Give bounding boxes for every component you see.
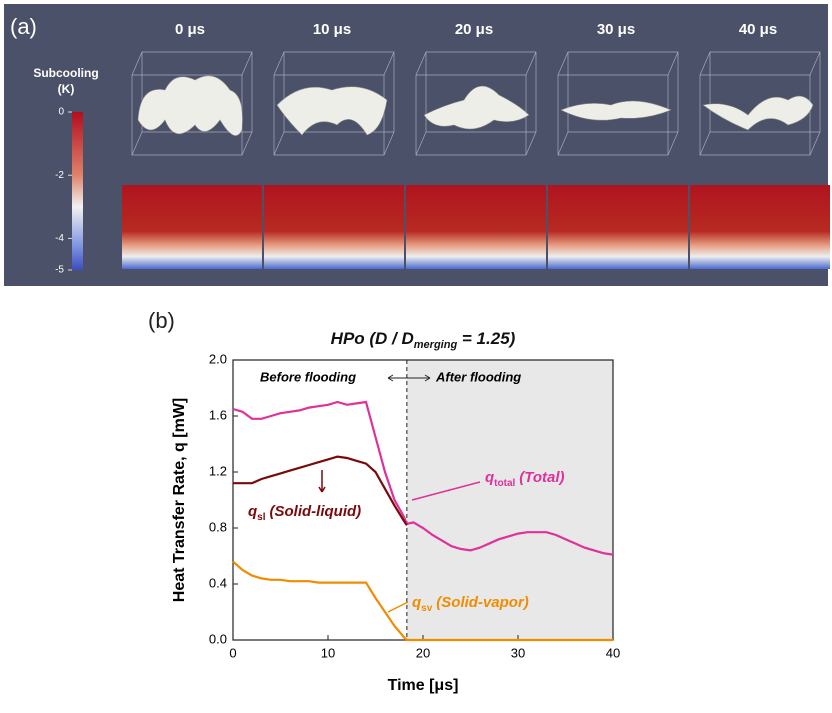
label-arrow [387,601,409,613]
series-subscript: total [494,478,515,489]
after-flooding-region [406,360,613,640]
series-name: (Solid-vapor) [436,594,529,611]
temperature-field [548,185,688,269]
series-label: qtotal (Total) [485,469,565,489]
wireframe-box [131,51,253,156]
series-line [233,455,408,526]
interface-surface [423,85,530,130]
colorbar-tick-label: 0 [58,107,64,118]
x-tick-label: 0 [229,645,236,660]
series-subscript: sl [257,512,266,523]
y-tick-label: 1.2 [209,463,227,478]
temperature-field [122,185,262,269]
time-label: 0 μs [175,21,205,38]
series-line [232,560,613,642]
series-label: qsl (Solid-liquid) [248,503,361,523]
time-label: 30 μs [597,21,635,38]
interface-surface [137,75,243,136]
x-tick-label: 30 [511,645,525,660]
colorbar-title: Subcooling [33,66,98,80]
y-tick-label: 0.8 [209,519,227,534]
x-tick-label: 40 [606,645,620,660]
interface-surface [702,95,814,131]
iso-surface-view [699,51,821,156]
y-tick-label: 0.4 [209,575,227,590]
series-symbol: q [412,594,421,611]
y-tick-label: 2.0 [209,351,227,366]
series-symbol: q [485,469,494,486]
series-name: (Solid-liquid) [270,503,362,520]
panel-label: (a) [10,14,37,39]
x-tick-label: 20 [416,645,430,660]
iso-surface-view [557,51,679,156]
wireframe-box [699,51,821,156]
series-line [232,400,614,556]
label-arrow [411,481,481,501]
iso-surface-view [131,51,253,156]
title-main: HPo (D / D [331,329,414,348]
time-label: 20 μs [455,21,493,38]
y-tick-label: 0.0 [209,631,227,646]
series-symbol: q [248,503,257,520]
temperature-field [264,185,404,269]
y-tick-label: 1.6 [209,407,227,422]
colorbar-unit: (K) [58,82,75,96]
colorbar-tick-label: -2 [55,170,64,181]
temperature-field [690,185,830,269]
series-name: (Total) [519,469,564,486]
label-arrow [318,470,326,493]
x-axis-label: Time [μs] [388,677,459,694]
colorbar [72,112,83,270]
wireframe-box [273,51,395,156]
wireframe-box [415,51,537,156]
colorbar-tick-label: -4 [55,233,64,244]
double-arrow [387,374,431,382]
time-label: 40 μs [739,21,777,38]
y-axis-label: Heat Transfer Rate, q [mW] [171,398,188,602]
chart-title: HPo (D / Dmerging = 1.25) [331,329,516,350]
time-label: 10 μs [313,21,351,38]
iso-surface-view [415,51,537,156]
iso-surface-view [273,51,395,156]
series-subscript: sv [421,603,433,614]
colorbar-tick-label: -5 [55,265,64,276]
interface-surface [560,100,672,121]
series-label: qsv (Solid-vapor) [412,594,529,614]
title-subscript: merging [414,339,458,351]
title-suffix: = 1.25) [457,329,515,348]
x-tick-label: 10 [321,645,335,660]
temperature-field [406,185,546,269]
panel-label: (b) [148,308,175,333]
annotation: After flooding [435,369,521,384]
interface-surface [276,86,388,136]
annotation: Before flooding [260,369,356,384]
wireframe-box [557,51,679,156]
